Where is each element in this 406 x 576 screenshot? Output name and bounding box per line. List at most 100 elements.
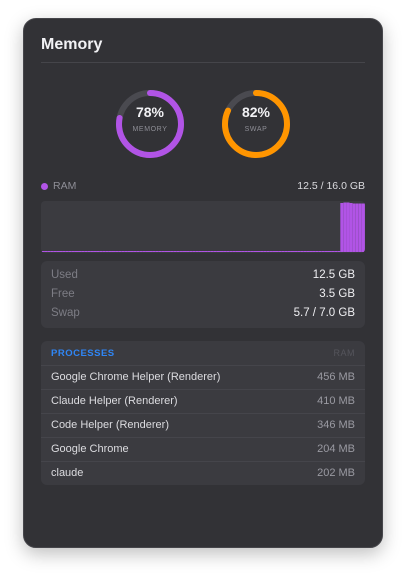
ram-history-bar <box>343 202 347 252</box>
title-divider <box>41 62 365 63</box>
process-ram: 456 MB <box>317 371 355 383</box>
ram-history-bar <box>294 251 298 252</box>
ram-history-bar <box>303 251 307 252</box>
ram-history-bar <box>219 251 224 252</box>
ram-history-bar <box>115 251 119 252</box>
ram-history-bar <box>155 251 159 252</box>
ram-history-bar <box>201 251 205 252</box>
memory-stats-card: Used 12.5 GB Free 3.5 GB Swap 5.7 / 7.0 … <box>41 261 365 328</box>
ram-history-bar <box>340 203 344 252</box>
ram-history-bar <box>229 251 233 252</box>
ram-history-bar <box>337 251 341 252</box>
ram-history-bar <box>238 251 242 252</box>
ram-history-bar <box>108 251 112 252</box>
ram-history-bar <box>361 203 365 252</box>
stat-row-used: Used 12.5 GB <box>51 269 355 285</box>
ram-history-bar <box>68 251 72 252</box>
ram-history-bar <box>284 251 288 252</box>
ram-history-bar <box>84 251 88 252</box>
ram-history-bar <box>223 251 227 252</box>
ram-history-bar <box>269 251 273 252</box>
ram-history-bar <box>321 251 325 252</box>
ram-history-bar <box>105 251 109 252</box>
ram-history-bar <box>216 251 220 252</box>
ram-history-bar <box>195 251 199 252</box>
ram-history-bar <box>263 251 267 252</box>
ram-history-bar <box>355 203 359 252</box>
ram-history-bar <box>327 251 332 252</box>
memory-percent: 78% <box>135 104 165 120</box>
processes-title: PROCESSES <box>51 348 115 359</box>
ram-history-bar <box>257 251 261 252</box>
ram-history-bar <box>71 251 75 252</box>
ram-history-bar <box>139 251 143 252</box>
ram-history-bar <box>121 251 125 252</box>
process-row[interactable]: Claude Helper (Renderer) 410 MB <box>41 389 365 413</box>
process-row[interactable]: Google Chrome 204 MB <box>41 437 365 461</box>
stat-label: Used <box>51 269 78 281</box>
ram-history-bar <box>149 251 153 252</box>
ram-history-bar <box>44 251 48 252</box>
processes-card: PROCESSES RAM Google Chrome Helper (Rend… <box>41 341 365 485</box>
ram-history-bar <box>179 251 183 252</box>
ram-history-bar <box>235 251 239 252</box>
ram-history-bar <box>241 251 245 252</box>
processes-header: PROCESSES RAM <box>51 348 355 362</box>
ram-history-bar <box>65 251 69 252</box>
ram-history-bar <box>346 202 350 252</box>
process-name: Claude Helper (Renderer) <box>51 395 178 407</box>
ram-history-bar <box>287 251 291 252</box>
ram-history-bar <box>173 251 177 252</box>
ram-history-bar <box>158 251 162 252</box>
ram-history-bar <box>315 251 319 252</box>
panel-title: Memory <box>41 36 103 53</box>
ram-history-bar <box>318 251 322 252</box>
ram-history-bar <box>352 203 356 252</box>
memory-gauge: 78% MEMORY <box>115 89 185 159</box>
process-name: Google Chrome <box>51 443 129 455</box>
ram-history-bar <box>127 251 131 252</box>
ram-history-bar <box>210 251 214 252</box>
ram-history-graph <box>41 201 365 253</box>
swap-gauge-arc <box>222 90 290 158</box>
ram-history-bar <box>53 251 57 252</box>
ram-history-bar <box>182 251 187 252</box>
ram-history-bar <box>142 251 146 252</box>
swap-gauge-label: SWAP <box>244 126 268 133</box>
ram-legend-dot <box>41 183 48 190</box>
ram-history-bar <box>176 251 180 252</box>
ram-history-bar <box>278 251 282 252</box>
process-ram: 202 MB <box>317 467 355 479</box>
ram-history-bar <box>244 251 248 252</box>
process-ram: 346 MB <box>317 419 355 431</box>
ram-history-bar <box>324 251 328 252</box>
processes-column-ram: RAM <box>333 348 355 358</box>
process-row[interactable]: Code Helper (Renderer) 346 MB <box>41 413 365 437</box>
process-ram: 204 MB <box>317 443 355 455</box>
ram-history-bar <box>93 251 97 252</box>
process-name: Google Chrome Helper (Renderer) <box>51 371 221 383</box>
memory-gauge-label: MEMORY <box>132 126 168 133</box>
ram-history-bar <box>250 251 254 252</box>
ram-history-bar <box>189 251 193 252</box>
ram-label: RAM <box>53 180 77 192</box>
ram-history-bar <box>167 251 171 252</box>
ram-history-bar <box>170 251 174 252</box>
stat-row-free: Free 3.5 GB <box>51 288 355 304</box>
ram-history-bar <box>186 251 190 252</box>
process-name: Code Helper (Renderer) <box>51 419 169 431</box>
ram-history-bar <box>87 251 91 252</box>
ram-history-bar <box>297 251 301 252</box>
process-row[interactable]: Google Chrome Helper (Renderer) 456 MB <box>41 365 365 389</box>
ram-history-bar <box>136 251 140 252</box>
ram-history-bar <box>253 251 257 252</box>
stat-value: 12.5 GB <box>312 269 355 281</box>
ram-history-bar <box>281 251 285 252</box>
stat-label: Free <box>51 288 75 300</box>
ram-history-bar <box>133 251 137 252</box>
ram-history-bar <box>118 251 122 252</box>
ram-history-bar <box>266 251 270 252</box>
process-row[interactable]: claude 202 MB <box>41 461 365 485</box>
swap-percent: 82% <box>241 104 271 120</box>
ram-history-bar <box>300 251 304 252</box>
